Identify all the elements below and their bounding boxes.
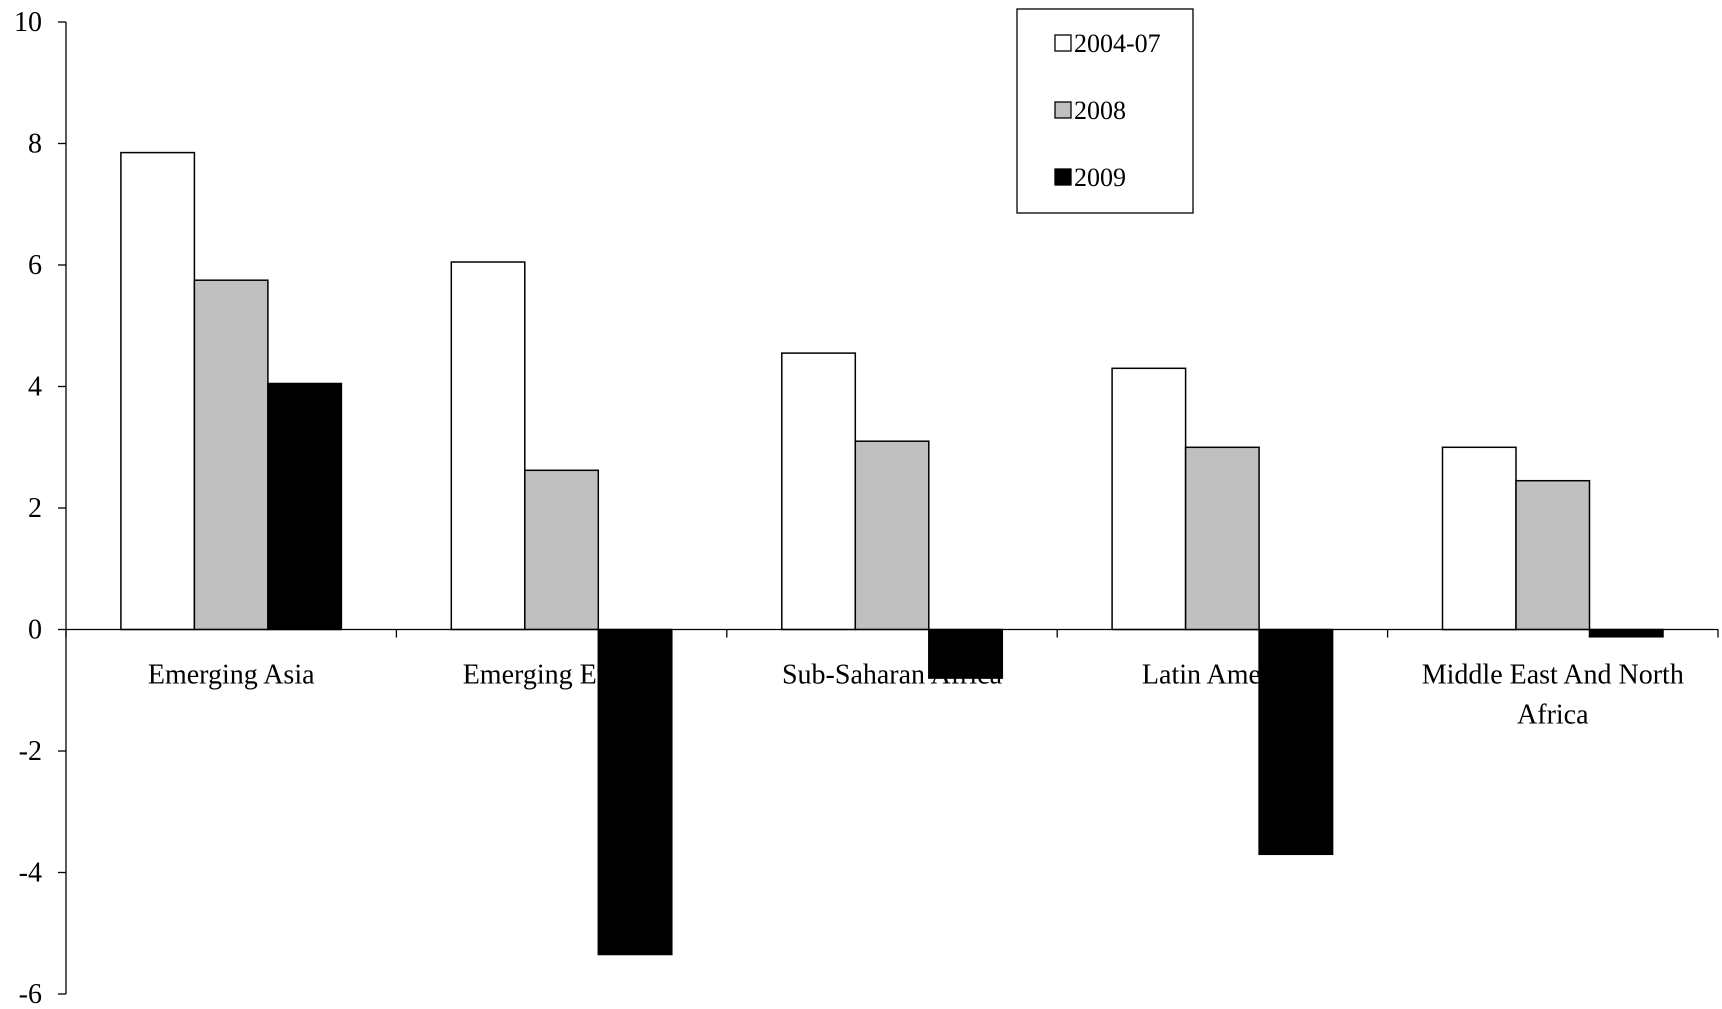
labels-layer: Emerging Asia Emerging Europe Sub-Saharan … [148,660,1684,731]
bar-2004-07-emerging-europe [450,261,526,631]
y-tick-label: 10 [14,7,42,38]
bar-2004-07-latin-america [1111,367,1187,631]
legend-swatch [1054,168,1072,186]
y-tick-label: 6 [28,250,42,281]
legend-swatch [1054,101,1072,119]
legend-label: 2008 [1074,96,1126,125]
legend-frame [1016,8,1194,214]
y-tick-label: 4 [28,372,42,403]
bar-2008-middle-east-and-north-africa [1515,479,1591,631]
legend-items: 2004-07 2008 2009 [1054,29,1161,192]
y-tick-label: -2 [19,736,42,767]
bar-2004-07-emerging-asia [120,151,196,631]
y-tick-label: 8 [28,129,42,160]
axes-layer: 10 8 6 4 2 0 -2 -4 -6 [14,7,1719,1009]
y-tick-label: 2 [28,493,42,524]
y-tick-label: 0 [28,615,42,646]
bar-2008-emerging-europe [524,469,600,631]
bar-2009-emerging-europe [597,628,673,956]
y-tick-label: -6 [19,979,42,1009]
category-label: Middle East And North Africa [1422,660,1684,731]
bar-2009-sub-saharan-africa [928,628,1004,679]
bar-2008-latin-america [1184,446,1260,631]
legend: 2004-07 2008 2009 [1016,8,1194,214]
bar-2009-latin-america [1258,628,1334,856]
legend-label: 2004-07 [1074,29,1161,58]
category-label: Emerging Asia [148,660,315,691]
bar-2004-07-middle-east-and-north-africa [1441,446,1517,631]
bar-2004-07-sub-saharan-africa [781,352,857,631]
bar-2009-emerging-asia [267,382,343,631]
bar-2008-sub-saharan-africa [854,440,930,631]
y-tick-label: -4 [19,858,42,889]
bar-2009-middle-east-and-north-africa [1588,628,1664,638]
legend-label: 2009 [1074,163,1126,192]
bar-2008-emerging-asia [193,279,269,631]
bars-layer [120,151,1664,956]
legend-swatch [1054,34,1072,52]
